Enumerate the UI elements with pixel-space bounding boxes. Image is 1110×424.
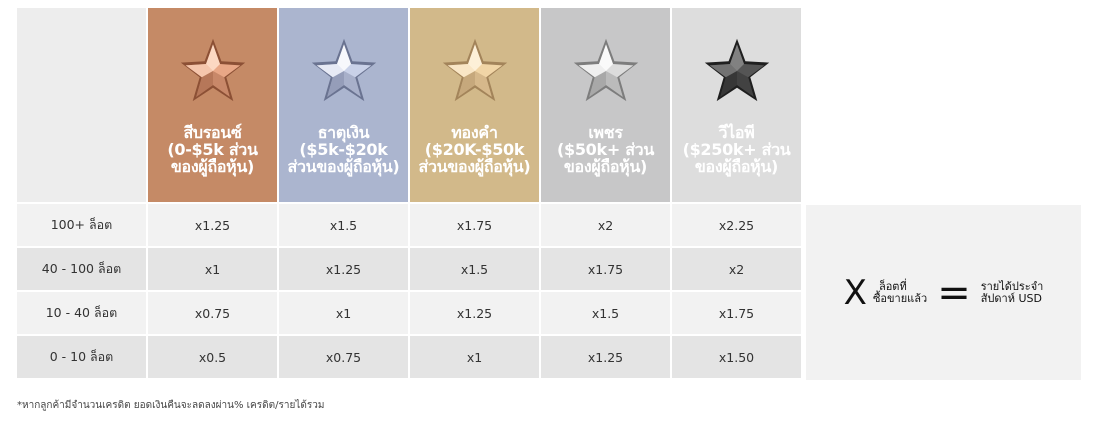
gold-star-icon <box>442 38 507 102</box>
lot-range-label: 0 - 10 ล็อต <box>17 336 148 380</box>
weekly-earnings-label: รายได้ประจำ สัปดาห์ USD <box>980 279 1044 305</box>
tier-name: ธาตุเงิน <box>317 123 370 142</box>
table-body: 100+ ล็อต x1.25 x1.5 x1.75 x2 x2.25 40 - 100 ล… <box>17 204 803 380</box>
multiplier-cell: x1 <box>279 292 410 336</box>
multiplier-cell: x1.25 <box>279 248 410 292</box>
tier-header-2: ทองคำ ($20K-$50k ส่วนของผู้ถือหุ้น) <box>410 8 541 204</box>
multiplier-cell: x1.75 <box>410 204 541 248</box>
tier-name: วีไอพี <box>718 123 755 142</box>
multiplier-cell: x2.25 <box>672 204 803 248</box>
tier-header-3: เพชร ($50k+ ส่วนของผู้ถือหุ้น) <box>541 8 672 204</box>
tier-name: สีบรอนซ์ <box>183 123 242 142</box>
tier-name: ทองคำ <box>451 123 498 142</box>
multiplier-cell: x1.5 <box>410 248 541 292</box>
tier-header-row: สีบรอนซ์ (0-$5k ส่วนของผู้ถือหุ้น) ธาตุเงิ… <box>17 8 803 204</box>
multiplier-cell: x1.25 <box>148 204 279 248</box>
multiplier-cell: x2 <box>541 204 672 248</box>
multiplier-cell: x1 <box>148 248 279 292</box>
weekly-earnings-line1: รายได้ประจำ <box>980 279 1044 293</box>
lots-traded-line1: ล็อตที่ <box>878 279 907 293</box>
lots-traded-line2: ซื้อขายแล้ว <box>872 291 928 305</box>
tier-header-4: วีไอพี ($250k+ ส่วนของผู้ถือหุ้น) <box>672 8 803 204</box>
formula-panel: X ล็อตที่ ซื้อขายแล้ว = รายได้ประจำ สัปด… <box>806 205 1081 380</box>
tier-range: (0-$5k ส่วนของผู้ถือหุ้น) <box>167 140 258 176</box>
multiplier-cell: x1.25 <box>541 336 672 380</box>
bronze-star-icon <box>180 38 245 102</box>
table-row: 40 - 100 ล็อต x1 x1.25 x1.5 x1.75 x2 <box>17 248 803 292</box>
multiplier-cell: x1.50 <box>672 336 803 380</box>
multiplier-cell: x1.5 <box>279 204 410 248</box>
tier-label: วีไอพี ($250k+ ส่วนของผู้ถือหุ้น) <box>672 124 801 175</box>
tier-label: ทองคำ ($20K-$50k ส่วนของผู้ถือหุ้น) <box>410 124 539 175</box>
lot-range-label: 40 - 100 ล็อต <box>17 248 148 292</box>
tier-name: เพชร <box>588 123 623 142</box>
silver-star-icon <box>311 38 376 102</box>
tier-header-1: ธาตุเงิน ($5k-$20k ส่วนของผู้ถือหุ้น) <box>279 8 410 204</box>
footnote: *หากลูกค้ามีจำนวนเครดิต ยอดเงินคืนจะลดลง… <box>17 400 325 411</box>
equals-symbol: = <box>937 269 971 316</box>
tier-range: ($50k+ ส่วนของผู้ถือหุ้น) <box>556 140 655 176</box>
tier-label: สีบรอนซ์ (0-$5k ส่วนของผู้ถือหุ้น) <box>148 124 277 175</box>
lot-range-label: 100+ ล็อต <box>17 204 148 248</box>
table-row: 10 - 40 ล็อต x0.75 x1 x1.25 x1.5 x1.75 <box>17 292 803 336</box>
multiply-symbol: X <box>843 272 867 313</box>
multiplier-cell: x1.25 <box>410 292 541 336</box>
lot-range-label: 10 - 40 ล็อต <box>17 292 148 336</box>
multiplier-cell: x1.75 <box>672 292 803 336</box>
tier-range: ($20K-$50k ส่วนของผู้ถือหุ้น) <box>418 140 531 176</box>
lots-traded-label: ล็อตที่ ซื้อขายแล้ว <box>872 279 928 305</box>
tier-label: ธาตุเงิน ($5k-$20k ส่วนของผู้ถือหุ้น) <box>279 124 408 175</box>
multiplier-cell: x1.75 <box>541 248 672 292</box>
multiplier-cell: x2 <box>672 248 803 292</box>
multiplier-cell: x1.5 <box>541 292 672 336</box>
rebate-table: สีบรอนซ์ (0-$5k ส่วนของผู้ถือหุ้น) ธาตุเงิ… <box>17 8 803 380</box>
multiplier-cell: x0.5 <box>148 336 279 380</box>
tier-header-0: สีบรอนซ์ (0-$5k ส่วนของผู้ถือหุ้น) <box>148 8 279 204</box>
vip-star-icon <box>704 38 769 102</box>
header-corner <box>17 8 148 204</box>
tier-range: ($250k+ ส่วนของผู้ถือหุ้น) <box>682 140 791 176</box>
tier-range: ($5k-$20k ส่วนของผู้ถือหุ้น) <box>287 140 400 176</box>
weekly-earnings-line2: สัปดาห์ USD <box>980 291 1042 305</box>
tier-label: เพชร ($50k+ ส่วนของผู้ถือหุ้น) <box>541 124 670 175</box>
diamond-star-icon <box>573 38 638 102</box>
table-row: 0 - 10 ล็อต x0.5 x0.75 x1 x1.25 x1.50 <box>17 336 803 380</box>
multiplier-cell: x1 <box>410 336 541 380</box>
multiplier-cell: x0.75 <box>148 292 279 336</box>
table-row: 100+ ล็อต x1.25 x1.5 x1.75 x2 x2.25 <box>17 204 803 248</box>
multiplier-cell: x0.75 <box>279 336 410 380</box>
